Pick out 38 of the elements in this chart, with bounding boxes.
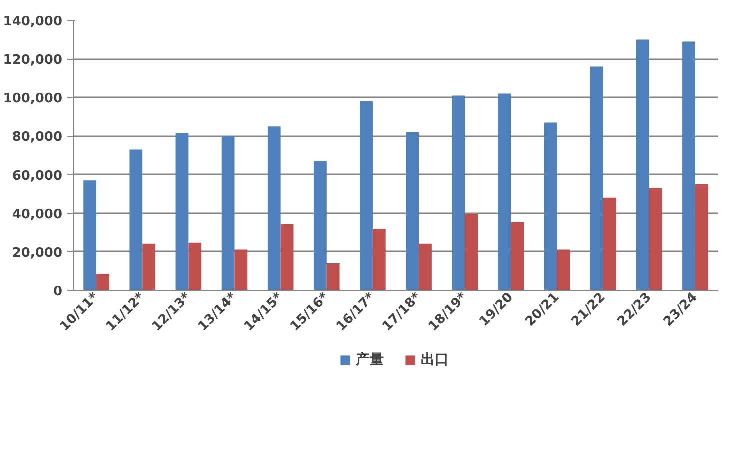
- y-tick-label: 40,000: [12, 207, 63, 222]
- y-tick-label: 80,000: [12, 130, 63, 146]
- bar: [372, 229, 386, 290]
- bar: [314, 161, 327, 290]
- bar: [96, 274, 110, 290]
- bar: [130, 150, 143, 290]
- bar: [406, 132, 420, 290]
- bar: [222, 136, 235, 290]
- bar: [511, 222, 524, 290]
- legend-label: 产量: [356, 351, 384, 369]
- bar: [142, 244, 156, 290]
- bar: [268, 126, 281, 290]
- bar: [419, 244, 432, 290]
- bar: [682, 42, 696, 290]
- bar: [603, 198, 616, 290]
- bar: [326, 264, 340, 290]
- y-tick-label: 0: [53, 284, 62, 300]
- y-tick-label: 100,000: [3, 92, 63, 107]
- bar: [465, 214, 478, 290]
- y-tick-label: 140,000: [3, 14, 63, 30]
- bar: [234, 250, 248, 290]
- bar: [590, 66, 604, 290]
- y-tick-label: 20,000: [12, 246, 63, 261]
- y-tick-label: 120,000: [3, 53, 63, 68]
- bar: [636, 40, 650, 290]
- bar: [649, 188, 662, 290]
- bar: [544, 122, 558, 290]
- bar: [557, 250, 570, 290]
- bar: [360, 102, 373, 290]
- bar: [188, 242, 202, 290]
- bar: [280, 224, 294, 290]
- bar: [84, 180, 97, 290]
- legend-label: 出口: [421, 351, 449, 369]
- bar: [176, 133, 189, 290]
- bar: [452, 96, 466, 290]
- bar: [498, 94, 512, 290]
- y-tick-label: 60,000: [12, 168, 63, 184]
- bar: [695, 184, 708, 290]
